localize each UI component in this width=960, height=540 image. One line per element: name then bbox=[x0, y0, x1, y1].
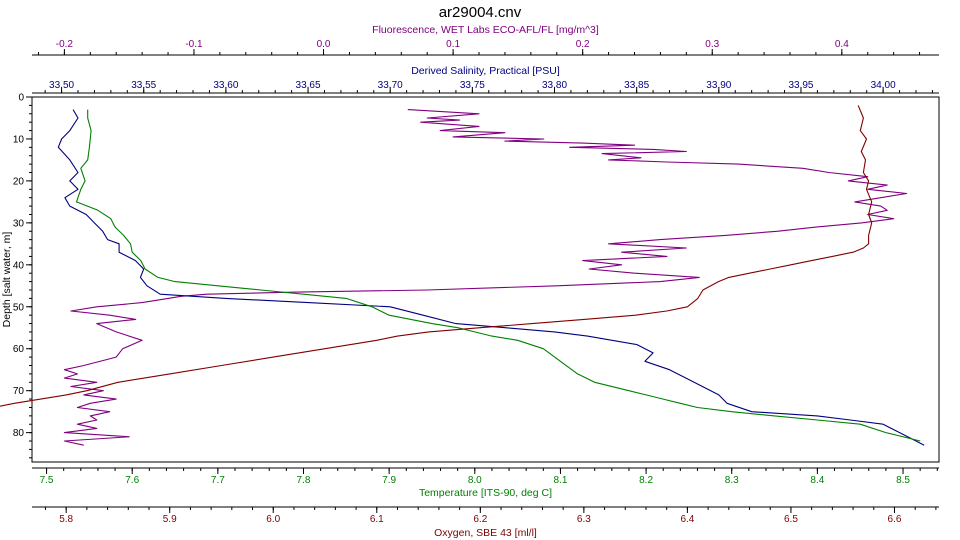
temperature-tick-label: 7.5 bbox=[40, 475, 54, 486]
salinity-tick-label: 34.00 bbox=[871, 80, 896, 91]
fluorescence-tick-label: 0.3 bbox=[705, 39, 719, 50]
depth-tick-label: 70 bbox=[13, 386, 25, 397]
temperature-tick-label: 8.5 bbox=[896, 475, 910, 486]
fluorescence-tick-label: -0.1 bbox=[185, 39, 203, 50]
temperature-tick-label: 7.9 bbox=[382, 475, 396, 486]
oxygen-profile-line bbox=[0, 105, 873, 407]
oxygen-tick-label: 6.2 bbox=[473, 514, 487, 525]
oxygen-tick-label: 6.6 bbox=[888, 514, 902, 525]
depth-tick-label: 60 bbox=[13, 344, 25, 355]
chart-title: ar29004.cnv bbox=[439, 4, 522, 21]
temperature-tick-label: 8.2 bbox=[639, 475, 653, 486]
temperature-tick-label: 8.1 bbox=[553, 475, 567, 486]
depth-tick-label: 50 bbox=[13, 302, 25, 313]
temperature-tick-label: 7.7 bbox=[211, 475, 225, 486]
salinity-tick-label: 33.60 bbox=[213, 80, 238, 91]
fluorescence-tick-label: 0.2 bbox=[576, 39, 590, 50]
oxygen-tick-label: 6.0 bbox=[266, 514, 280, 525]
depth-tick-label: 0 bbox=[18, 93, 24, 104]
depth-axis-title: Depth [salt water, m] bbox=[1, 232, 13, 328]
oxygen-tick-label: 6.3 bbox=[577, 514, 591, 525]
salinity-tick-label: 33.50 bbox=[49, 80, 74, 91]
depth-tick-label: 40 bbox=[13, 260, 25, 271]
fluorescence-tick-label: -0.2 bbox=[56, 39, 74, 50]
temperature-tick-label: 7.8 bbox=[297, 475, 311, 486]
plot-area bbox=[31, 96, 940, 463]
salinity-profile-line bbox=[57, 109, 925, 446]
depth-tick-label: 80 bbox=[13, 428, 25, 439]
salinity-tick-label: 33.85 bbox=[624, 80, 649, 91]
oxygen-axis-title: Oxygen, SBE 43 [ml/l] bbox=[434, 527, 537, 539]
salinity-tick-label: 33.95 bbox=[788, 80, 813, 91]
salinity-tick-label: 33.55 bbox=[131, 80, 156, 91]
fluorescence-axis-title: Fluorescence, WET Labs ECO-AFL/FL [mg/m^… bbox=[372, 24, 599, 36]
salinity-tick-label: 33.70 bbox=[378, 80, 403, 91]
depth-tick-label: 30 bbox=[13, 218, 25, 229]
salinity-tick-label: 33.75 bbox=[460, 80, 485, 91]
temperature-axis-title: Temperature [ITS-90, deg C] bbox=[419, 487, 552, 499]
depth-tick-label: 20 bbox=[13, 176, 25, 187]
oxygen-tick-label: 5.9 bbox=[163, 514, 177, 525]
temperature-tick-label: 8.4 bbox=[810, 475, 824, 486]
salinity-tick-label: 33.80 bbox=[542, 80, 567, 91]
salinity-axis-title: Derived Salinity, Practical [PSU] bbox=[411, 65, 560, 77]
oxygen-tick-label: 6.4 bbox=[680, 514, 694, 525]
salinity-tick-label: 33.65 bbox=[296, 80, 321, 91]
fluorescence-tick-label: 0.4 bbox=[835, 39, 849, 50]
oxygen-tick-label: 6.5 bbox=[784, 514, 798, 525]
fluorescence-tick-label: 0.0 bbox=[317, 39, 331, 50]
temperature-tick-label: 8.3 bbox=[725, 475, 739, 486]
oxygen-tick-label: 6.1 bbox=[370, 514, 384, 525]
temperature-tick-label: 8.0 bbox=[468, 475, 482, 486]
axes-layer: -0.2 -0.1 0.0 0.1 0.2 0.3 0.4 Fluorescence, WET… bbox=[1, 24, 939, 539]
fluorescence-tick-label: 0.1 bbox=[446, 39, 460, 50]
depth-tick-label: 10 bbox=[13, 134, 25, 145]
fluorescence-profile-line bbox=[63, 109, 908, 446]
temperature-profile-line bbox=[75, 109, 921, 442]
series-layer bbox=[0, 105, 925, 446]
temperature-tick-label: 7.6 bbox=[125, 475, 139, 486]
salinity-tick-label: 33.90 bbox=[706, 80, 731, 91]
oxygen-tick-label: 5.8 bbox=[59, 514, 73, 525]
